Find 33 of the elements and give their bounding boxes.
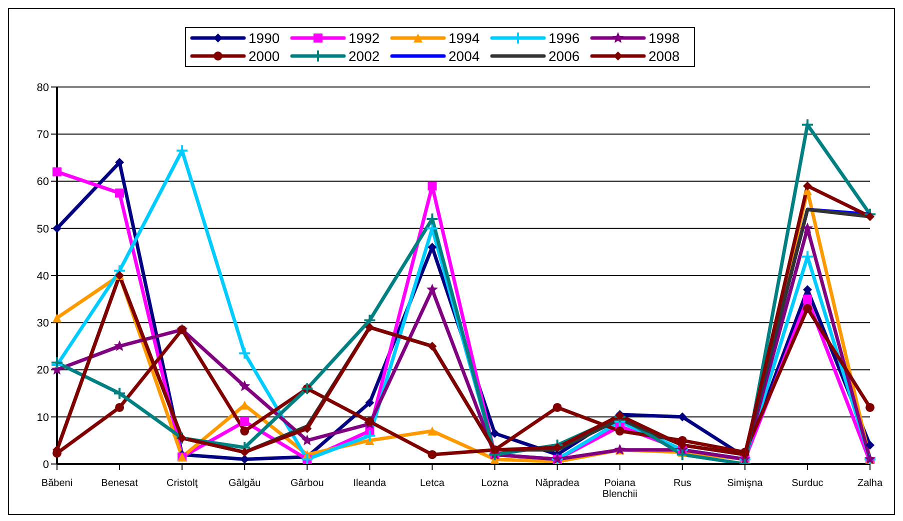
x-tick-label: Benesat <box>101 478 138 489</box>
x-tick-label: Gâlgău <box>228 478 261 489</box>
legend-label: 1990 <box>248 30 280 46</box>
y-tick-label: 40 <box>36 270 49 282</box>
y-tick-label: 70 <box>36 129 49 142</box>
y-tick-label: 80 <box>36 82 49 94</box>
x-tick-label: Năpradea <box>535 478 580 489</box>
y-tick-label: 30 <box>36 318 49 330</box>
x-tick-label: Rus <box>673 478 692 489</box>
legend-label: 1994 <box>448 30 480 46</box>
x-tick-label: Letca <box>420 478 445 489</box>
x-tick-label: Gârbou <box>290 478 324 489</box>
y-tick-label: 0 <box>42 458 49 471</box>
y-tick-label: 10 <box>36 412 49 424</box>
legend-label: 2000 <box>248 48 280 64</box>
legend-label: 2006 <box>548 48 580 64</box>
x-tick-label: Ileanda <box>353 478 387 489</box>
x-tick-label: Băbeni <box>41 478 73 489</box>
legend-label: 1996 <box>548 30 580 46</box>
y-tick-label: 60 <box>36 176 49 188</box>
x-tick-label: Lozna <box>481 478 509 489</box>
legend-label: 2004 <box>448 48 480 64</box>
x-tick-label: Cristolţ <box>166 478 198 489</box>
legend-label: 2008 <box>648 48 680 64</box>
legend-label: 1992 <box>348 30 380 46</box>
y-tick-label: 50 <box>36 223 49 236</box>
legend-label: 1998 <box>648 30 680 46</box>
x-tick-label: Poiana Blenchii <box>602 478 638 500</box>
x-tick-label: Zalha <box>857 478 883 489</box>
x-tick-label: Simişna <box>727 478 764 489</box>
legend-label: 2002 <box>348 48 380 64</box>
x-tick-label: Surduc <box>792 478 824 489</box>
y-tick-label: 20 <box>36 364 49 377</box>
